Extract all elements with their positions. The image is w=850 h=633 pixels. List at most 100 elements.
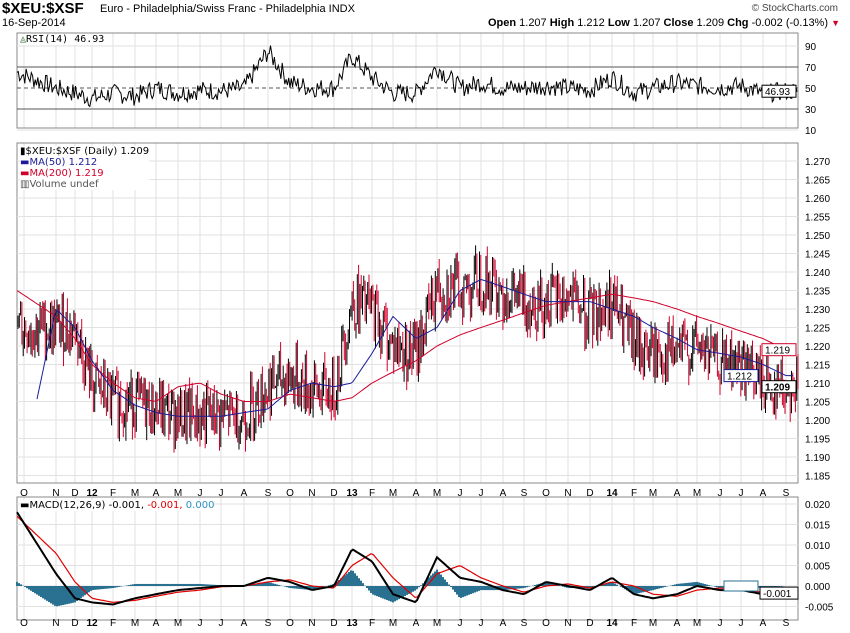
x-tick-label: M xyxy=(693,488,701,499)
x-tick-label: O xyxy=(20,618,28,629)
x-tick-label: N xyxy=(308,618,315,629)
macd-line xyxy=(16,511,795,606)
x-tick-label: O xyxy=(286,488,294,499)
signal-line xyxy=(16,515,795,604)
x-tick-label: F xyxy=(631,488,637,499)
price-tick-label: 1.245 xyxy=(805,250,830,261)
x-tick-label: J xyxy=(198,488,203,499)
ma200-value-tag-label: 1.219 xyxy=(765,346,790,357)
x-tick-label: O xyxy=(542,618,550,629)
price-tick-label: 1.185 xyxy=(805,472,830,483)
ma50-value-tag-label: 1.212 xyxy=(727,372,752,383)
macd-tick-label: 0.020 xyxy=(805,500,830,511)
x-tick-label: S xyxy=(521,488,528,499)
price-tick-label: 1.210 xyxy=(805,379,830,390)
chart-date: 16-Sep-2014 xyxy=(2,17,66,29)
price-tick-label: 1.260 xyxy=(805,194,830,205)
x-tick-label: J xyxy=(458,618,463,629)
rsi-tick-label: 10 xyxy=(805,126,817,137)
x-tick-label: N xyxy=(52,488,59,499)
x-tick-label: N xyxy=(564,488,571,499)
rsi-tick-label: 50 xyxy=(805,84,817,95)
x-tick-label: D xyxy=(586,618,593,629)
price-tick-label: 1.250 xyxy=(805,231,830,242)
rsi-tick-label: 90 xyxy=(805,42,817,53)
price-tick-label: 1.200 xyxy=(805,416,830,427)
x-tick-label: M xyxy=(389,488,397,499)
macd-tick-label: 0.000 xyxy=(805,582,830,593)
close-value-tag-label: 1.209 xyxy=(765,383,790,394)
ma50-line xyxy=(36,278,793,417)
rsi-line xyxy=(16,45,798,108)
close-value: 1.209 xyxy=(696,17,725,29)
x-tick-label: J xyxy=(739,618,744,629)
low-label: Low xyxy=(607,17,630,29)
x-tick-label: A xyxy=(153,488,160,499)
x-tick-label: 12 xyxy=(86,618,98,629)
ohlc-readout: Open 1.207 High 1.212 Low 1.207 Close 1.… xyxy=(488,17,840,29)
price-tick-label: 1.265 xyxy=(805,176,830,187)
x-tick-label: A xyxy=(674,488,681,499)
price-tick-label: 1.235 xyxy=(805,287,830,298)
x-tick-label: D xyxy=(330,618,337,629)
x-tick-label: N xyxy=(308,488,315,499)
x-tick-label: M xyxy=(649,618,657,629)
brand-logo: © StockCharts.com xyxy=(751,3,838,14)
ma50-swatch-icon: ▬ xyxy=(20,157,30,168)
x-tick-label: S xyxy=(521,618,528,629)
rsi-value-tag-label: 46.93 xyxy=(765,87,790,98)
price-tick-label: 1.270 xyxy=(805,157,830,168)
rsi-icon: ◬ xyxy=(20,34,27,45)
price-legend: ▮$XEU:$XSF (Daily) 1.209 ▬MA(50) 1.212 ▬… xyxy=(20,146,150,190)
x-tick-label: A xyxy=(153,618,160,629)
x-tick-label: 13 xyxy=(346,488,358,499)
x-tick-label: O xyxy=(542,488,550,499)
ma200-label: MA(200) 1.219 xyxy=(29,168,104,179)
x-tick-label: F xyxy=(110,488,116,499)
x-tick-label: J xyxy=(458,488,463,499)
ma50-value-tag xyxy=(723,369,759,383)
x-tick-label: O xyxy=(20,488,28,499)
x-tick-label: M xyxy=(131,488,139,499)
x-tick-label: 12 xyxy=(86,488,98,499)
x-tick-label: A xyxy=(241,488,248,499)
x-tick-label: O xyxy=(286,618,294,629)
rsi-tick-label: 30 xyxy=(805,105,817,116)
x-tick-label: J xyxy=(219,618,224,629)
ma50-label: MA(50) 1.212 xyxy=(29,157,98,168)
x-tick-label: J xyxy=(479,618,484,629)
ma200-line xyxy=(16,290,793,402)
price-tick-label: 1.230 xyxy=(805,305,830,316)
rsi-title: RSI(14) 46.93 xyxy=(26,34,105,45)
x-tick-label: A xyxy=(413,618,420,629)
x-tick-label: J xyxy=(718,618,723,629)
x-tick-label: S xyxy=(265,488,272,499)
x-tick-label: J xyxy=(479,488,484,499)
x-tick-label: A xyxy=(500,488,507,499)
x-tick-label: D xyxy=(586,488,593,499)
x-tick-label: J xyxy=(718,488,723,499)
panel-frame xyxy=(16,142,799,484)
macd-value-tag xyxy=(759,586,799,600)
x-tick-label: S xyxy=(265,618,272,629)
instrument-name: Euro - Philadelphia/Swiss Franc - Philad… xyxy=(100,3,355,15)
x-tick-label: M xyxy=(649,488,657,499)
x-tick-label: M xyxy=(131,618,139,629)
chg-label: Chg xyxy=(727,17,749,29)
x-tick-label: F xyxy=(369,618,375,629)
x-tick-label: M xyxy=(693,618,701,629)
volume-label: Volume undef xyxy=(29,179,99,190)
x-tick-label: M xyxy=(174,618,182,629)
x-tick-label: 14 xyxy=(606,488,618,499)
hist-label: 0.000 xyxy=(185,500,215,511)
x-tick-label: D xyxy=(330,488,337,499)
x-tick-label: D xyxy=(71,488,78,499)
price-tick-label: 1.215 xyxy=(805,361,830,372)
macd-icon: ▬ xyxy=(20,500,30,511)
close-value-tag xyxy=(761,380,797,394)
x-tick-label: A xyxy=(413,488,420,499)
signal-label: -0.001, xyxy=(147,500,183,511)
rsi-value-tag xyxy=(761,84,797,98)
x-tick-label: M xyxy=(174,488,182,499)
